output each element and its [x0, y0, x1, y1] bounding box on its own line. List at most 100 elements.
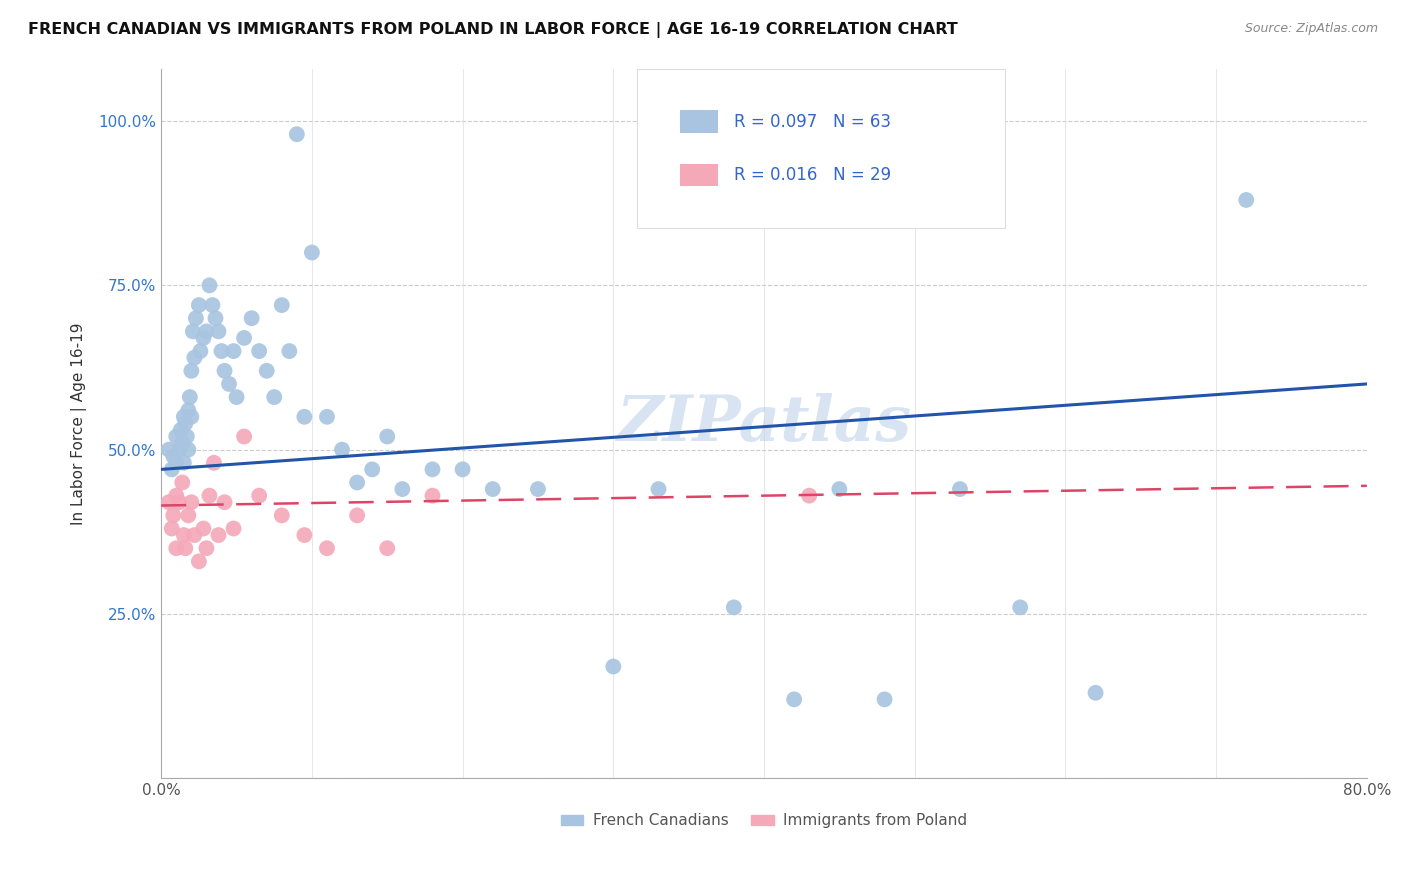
- Point: [165, 489, 187, 503]
- Point: [177, 508, 200, 523]
- Text: Source: ZipAtlas.com: Source: ZipAtlas.com: [1244, 22, 1378, 36]
- Point: [783, 692, 806, 706]
- Point: [184, 311, 207, 326]
- Point: [949, 482, 972, 496]
- Point: [247, 344, 270, 359]
- Point: [165, 456, 187, 470]
- Point: [247, 489, 270, 503]
- Point: [195, 541, 218, 556]
- Point: [190, 344, 212, 359]
- Point: [225, 390, 247, 404]
- Point: [207, 324, 229, 338]
- Point: [240, 311, 263, 326]
- Text: R = 0.016   N = 29: R = 0.016 N = 29: [734, 166, 891, 184]
- Point: [179, 390, 201, 404]
- Point: [169, 442, 191, 457]
- Point: [157, 495, 180, 509]
- Point: [160, 462, 183, 476]
- Point: [451, 462, 474, 476]
- FancyBboxPatch shape: [679, 111, 718, 133]
- Point: [316, 409, 339, 424]
- Point: [195, 324, 218, 338]
- Point: [202, 456, 225, 470]
- Point: [292, 409, 315, 424]
- Point: [160, 522, 183, 536]
- Point: [222, 344, 245, 359]
- Point: [170, 423, 193, 437]
- Point: [361, 462, 384, 476]
- Text: ZIPatlas: ZIPatlas: [616, 392, 911, 454]
- FancyBboxPatch shape: [637, 69, 1005, 228]
- Point: [169, 495, 191, 509]
- Point: [1234, 193, 1257, 207]
- Text: R = 0.097   N = 63: R = 0.097 N = 63: [734, 112, 891, 131]
- Point: [375, 541, 398, 556]
- Point: [173, 528, 195, 542]
- FancyBboxPatch shape: [679, 163, 718, 186]
- Point: [177, 442, 200, 457]
- Point: [301, 245, 323, 260]
- Point: [647, 482, 669, 496]
- Point: [211, 344, 233, 359]
- Point: [201, 298, 224, 312]
- Point: [602, 659, 624, 673]
- Point: [346, 508, 368, 523]
- Point: [375, 429, 398, 443]
- Point: [193, 522, 215, 536]
- Point: [270, 508, 292, 523]
- Point: [198, 489, 221, 503]
- Point: [165, 429, 187, 443]
- Point: [233, 331, 256, 345]
- Point: [278, 344, 301, 359]
- Point: [180, 409, 202, 424]
- Point: [198, 278, 221, 293]
- Point: [180, 495, 202, 509]
- Point: [172, 436, 194, 450]
- Point: [176, 429, 198, 443]
- Point: [157, 442, 180, 457]
- Point: [873, 692, 896, 706]
- Point: [1084, 686, 1107, 700]
- Point: [263, 390, 285, 404]
- Point: [256, 364, 278, 378]
- Point: [218, 376, 240, 391]
- Point: [214, 495, 236, 509]
- Point: [177, 403, 200, 417]
- Point: [173, 456, 195, 470]
- Point: [723, 600, 745, 615]
- Point: [180, 364, 202, 378]
- Point: [204, 311, 226, 326]
- Point: [181, 324, 204, 338]
- Point: [285, 127, 308, 141]
- Point: [214, 364, 236, 378]
- Point: [193, 331, 215, 345]
- Text: FRENCH CANADIAN VS IMMIGRANTS FROM POLAND IN LABOR FORCE | AGE 16-19 CORRELATION: FRENCH CANADIAN VS IMMIGRANTS FROM POLAN…: [28, 22, 957, 38]
- Point: [222, 522, 245, 536]
- Point: [183, 528, 205, 542]
- Point: [828, 482, 851, 496]
- Point: [233, 429, 256, 443]
- Point: [422, 489, 444, 503]
- Point: [799, 489, 821, 503]
- Point: [162, 508, 184, 523]
- Point: [481, 482, 503, 496]
- Point: [187, 554, 209, 568]
- Point: [391, 482, 413, 496]
- Point: [527, 482, 550, 496]
- Point: [316, 541, 339, 556]
- Point: [330, 442, 353, 457]
- Point: [174, 417, 197, 431]
- Point: [187, 298, 209, 312]
- Point: [183, 351, 205, 365]
- Point: [172, 475, 194, 490]
- Legend: French Canadians, Immigrants from Poland: French Canadians, Immigrants from Poland: [554, 807, 973, 834]
- Point: [162, 449, 184, 463]
- Y-axis label: In Labor Force | Age 16-19: In Labor Force | Age 16-19: [72, 322, 87, 524]
- Point: [422, 462, 444, 476]
- Point: [207, 528, 229, 542]
- Point: [346, 475, 368, 490]
- Point: [174, 541, 197, 556]
- Point: [292, 528, 315, 542]
- Point: [270, 298, 292, 312]
- Point: [173, 409, 195, 424]
